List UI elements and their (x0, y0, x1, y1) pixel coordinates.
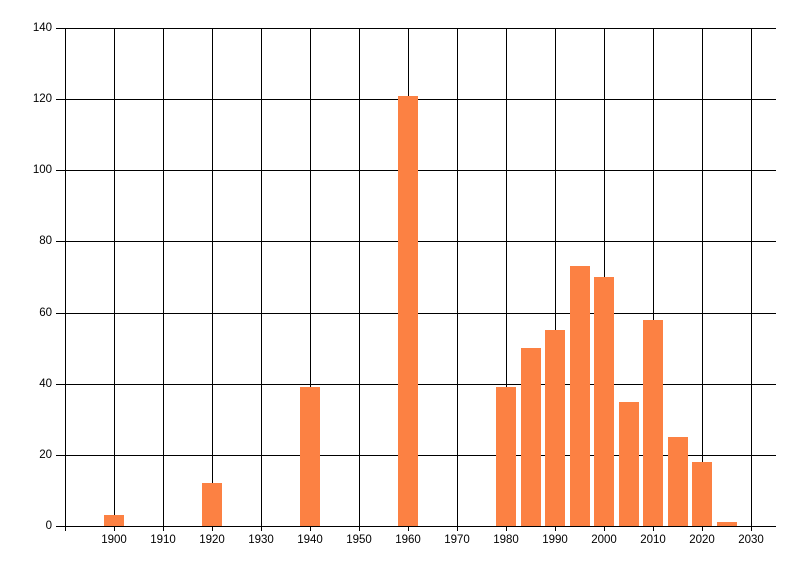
x-gridline (212, 28, 213, 531)
bar-2000 (594, 277, 614, 526)
bar-1960 (398, 96, 418, 526)
bar-1990 (545, 330, 565, 526)
x-tick-label: 2010 (640, 534, 666, 546)
bar-1985 (521, 348, 541, 526)
x-gridline (702, 28, 703, 531)
bar-1900 (104, 515, 124, 526)
x-gridline (163, 28, 164, 531)
x-gridline (653, 28, 654, 531)
y-tick-label: 120 (32, 93, 52, 105)
bar-1980 (496, 387, 516, 526)
y-gridline (56, 28, 776, 29)
bar-2010 (643, 320, 663, 526)
x-tick-label: 2030 (738, 534, 764, 546)
bar-2015 (668, 437, 688, 526)
x-tick-label: 1970 (444, 534, 470, 546)
x-tick-label: 1900 (101, 534, 127, 546)
bar-1920 (202, 483, 222, 526)
bar-2025 (717, 522, 737, 526)
x-tick-label: 1980 (493, 534, 519, 546)
x-gridline (359, 28, 360, 531)
x-tick-label: 1950 (346, 534, 372, 546)
bar-1995 (570, 266, 590, 526)
y-tick-label: 20 (39, 449, 52, 461)
y-tick-label: 40 (39, 378, 52, 390)
x-gridline (457, 28, 458, 531)
y-tick-label: 80 (39, 235, 52, 247)
x-tick-label: 1990 (542, 534, 568, 546)
y-tick-label: 60 (39, 307, 52, 319)
x-tick-label: 2000 (591, 534, 617, 546)
x-gridline (555, 28, 556, 531)
y-tick-label: 0 (45, 520, 52, 532)
y-axis (65, 28, 66, 531)
y-tick-label: 100 (32, 164, 52, 176)
bar-1940 (300, 387, 320, 526)
x-gridline (506, 28, 507, 531)
x-tick-label: 2020 (689, 534, 715, 546)
x-tick-label: 1930 (248, 534, 274, 546)
x-tick-label: 1940 (297, 534, 323, 546)
x-gridline (261, 28, 262, 531)
x-tick-label: 1920 (199, 534, 225, 546)
x-axis (56, 526, 776, 527)
x-gridline (751, 28, 752, 531)
x-gridline (310, 28, 311, 531)
y-tick-label: 140 (32, 22, 52, 34)
x-gridline (114, 28, 115, 531)
bar-2020 (692, 462, 712, 526)
x-tick-label: 1960 (395, 534, 421, 546)
bar-2005 (619, 402, 639, 527)
x-tick-label: 1910 (150, 534, 176, 546)
